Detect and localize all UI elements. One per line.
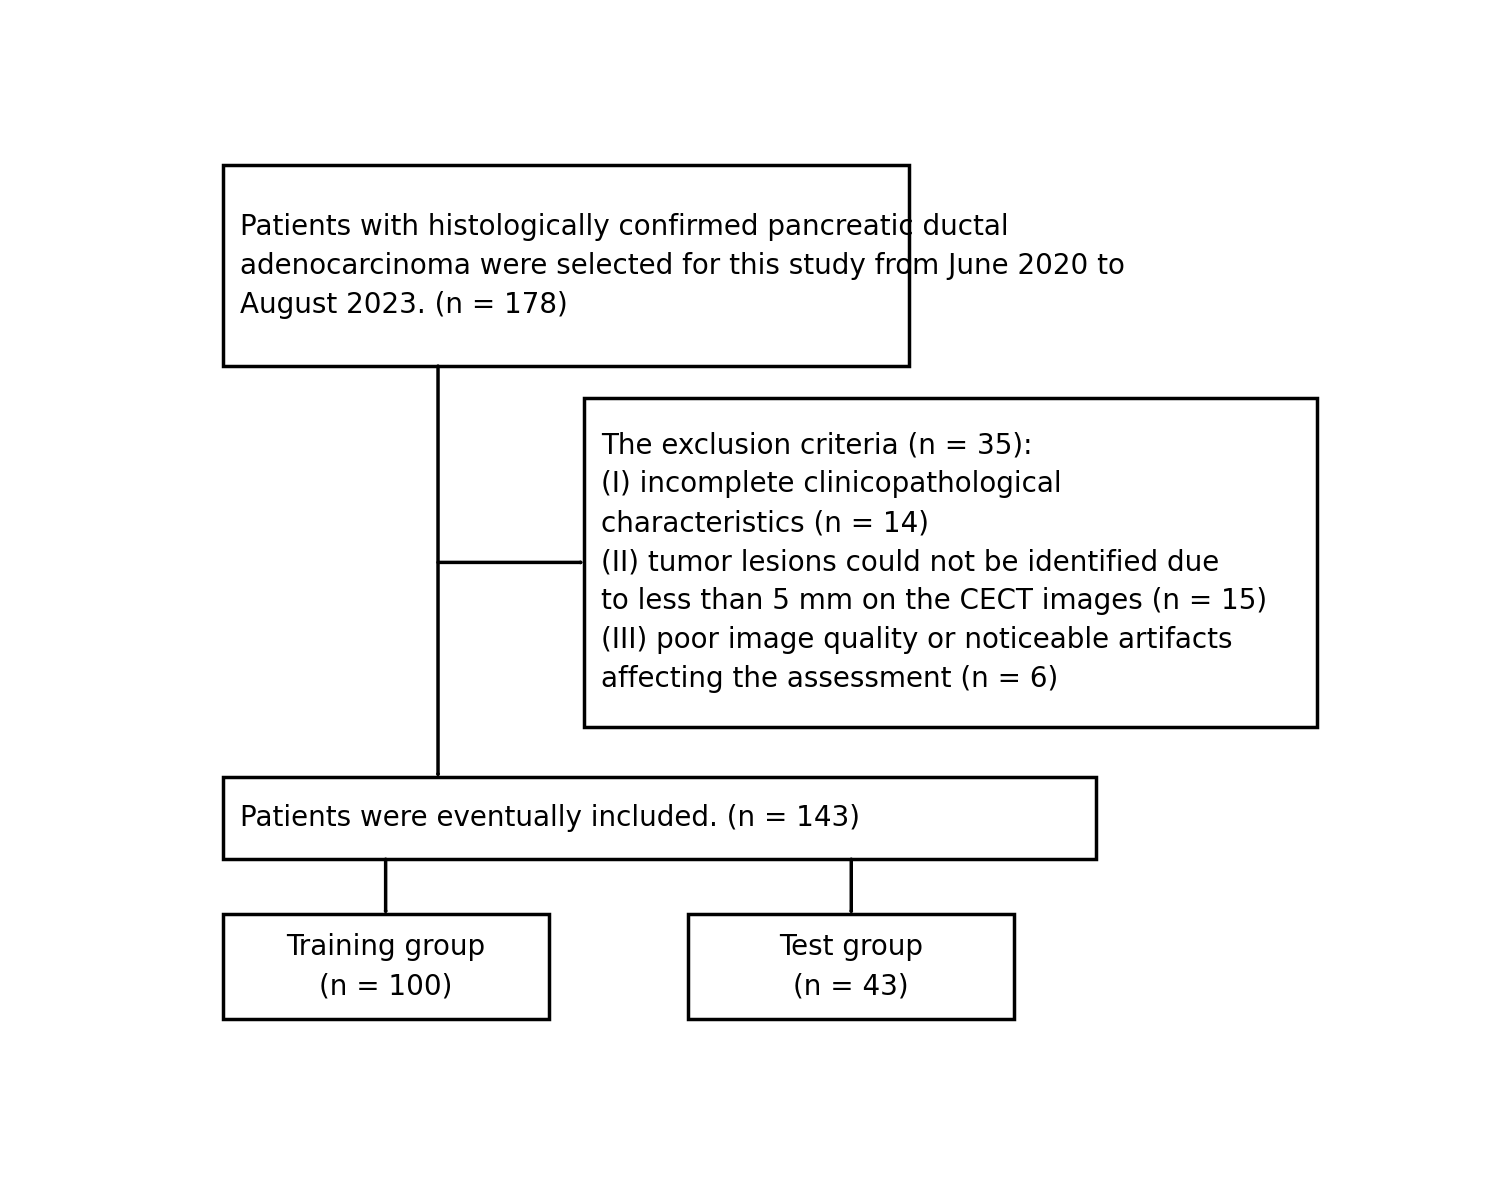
FancyBboxPatch shape	[222, 165, 910, 366]
FancyBboxPatch shape	[584, 398, 1317, 727]
FancyBboxPatch shape	[222, 777, 1095, 859]
Text: Patients were eventually included. (n = 143): Patients were eventually included. (n = …	[240, 804, 861, 833]
FancyBboxPatch shape	[222, 914, 548, 1019]
Text: Test group
(n = 43): Test group (n = 43)	[780, 933, 924, 1000]
FancyBboxPatch shape	[688, 914, 1014, 1019]
Text: Training group
(n = 100): Training group (n = 100)	[285, 933, 485, 1000]
Text: The exclusion criteria (n = 35):
(I) incomplete clinicopathological
characterist: The exclusion criteria (n = 35): (I) inc…	[601, 432, 1268, 694]
Text: Patients with histologically confirmed pancreatic ductal
adenocarcinoma were sel: Patients with histologically confirmed p…	[240, 212, 1125, 319]
